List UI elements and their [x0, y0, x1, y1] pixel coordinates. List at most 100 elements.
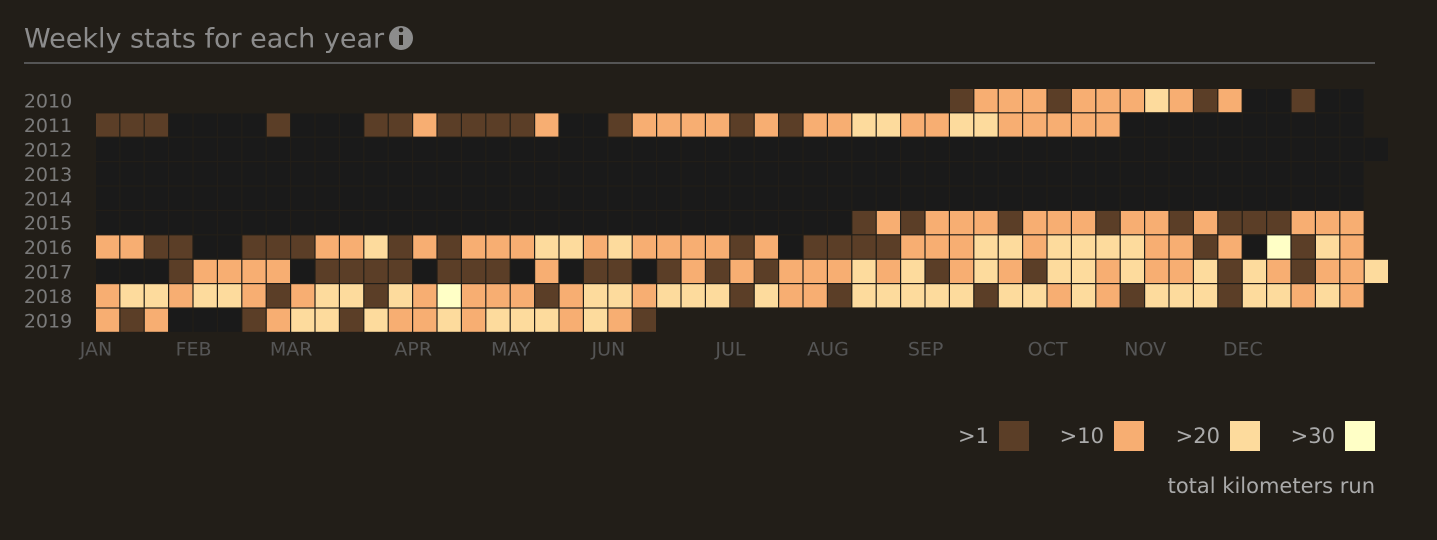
week-cell	[144, 308, 168, 332]
week-cell	[1096, 284, 1120, 308]
week-cell	[1316, 137, 1340, 161]
week-cell	[1120, 259, 1144, 283]
week-cell	[925, 113, 949, 137]
week-cell	[1096, 186, 1120, 210]
week-cell	[632, 235, 656, 259]
week-cell	[852, 162, 876, 186]
week-cell	[1145, 259, 1169, 283]
week-cell	[657, 137, 681, 161]
week-cell	[1340, 162, 1364, 186]
week-cell	[486, 211, 510, 235]
week-cell	[120, 137, 144, 161]
week-cell	[876, 137, 900, 161]
week-cell	[413, 162, 437, 186]
week-cell	[218, 284, 242, 308]
year-label: 2015	[24, 213, 72, 235]
week-cell	[876, 211, 900, 235]
month-label: APR	[394, 339, 432, 361]
week-cell	[1218, 284, 1242, 308]
week-cell	[340, 186, 364, 210]
year-label: 2012	[24, 140, 72, 162]
week-cell	[950, 137, 974, 161]
week-cell	[340, 113, 364, 137]
week-cell	[730, 113, 754, 137]
week-cell	[584, 211, 608, 235]
week-cell	[657, 211, 681, 235]
week-cell	[730, 211, 754, 235]
week-cell	[950, 284, 974, 308]
week-cell	[1096, 137, 1120, 161]
week-cell	[218, 113, 242, 137]
week-cell	[1364, 137, 1388, 161]
week-cell	[803, 186, 827, 210]
week-cell	[1023, 89, 1047, 113]
week-cell	[1364, 259, 1388, 283]
week-cell	[901, 235, 925, 259]
week-cell	[510, 137, 534, 161]
week-cell	[120, 284, 144, 308]
week-cell	[1047, 89, 1071, 113]
week-cell	[218, 235, 242, 259]
week-cell	[462, 113, 486, 137]
week-cell	[876, 284, 900, 308]
year-label: 2016	[24, 237, 72, 259]
week-cell	[950, 162, 974, 186]
week-cell	[998, 137, 1022, 161]
week-cell	[1096, 162, 1120, 186]
week-cell	[1340, 259, 1364, 283]
week-cell	[681, 162, 705, 186]
week-cell	[974, 284, 998, 308]
week-cell	[462, 137, 486, 161]
week-cell	[754, 137, 778, 161]
week-cell	[96, 137, 120, 161]
week-cell	[584, 235, 608, 259]
week-cell	[535, 162, 559, 186]
week-cell	[486, 162, 510, 186]
week-cell	[828, 186, 852, 210]
week-cell	[559, 211, 583, 235]
week-cell	[1194, 162, 1218, 186]
week-cell	[1072, 186, 1096, 210]
week-cell	[852, 284, 876, 308]
week-cell	[754, 113, 778, 137]
week-cell	[1145, 113, 1169, 137]
week-cell	[559, 113, 583, 137]
week-cell	[901, 162, 925, 186]
week-cell	[315, 308, 339, 332]
week-cell	[632, 137, 656, 161]
week-cell	[754, 186, 778, 210]
week-cell	[998, 113, 1022, 137]
week-cell	[169, 259, 193, 283]
week-cell	[193, 162, 217, 186]
week-cell	[193, 284, 217, 308]
week-cell	[632, 162, 656, 186]
week-cell	[1267, 284, 1291, 308]
week-cell	[828, 211, 852, 235]
week-cell	[1194, 211, 1218, 235]
week-cell	[998, 162, 1022, 186]
week-cell	[584, 308, 608, 332]
week-cell	[388, 113, 412, 137]
legend-swatch	[1230, 421, 1260, 451]
week-cell	[657, 284, 681, 308]
week-cell	[1218, 235, 1242, 259]
week-cell	[1120, 186, 1144, 210]
week-cell	[315, 137, 339, 161]
legend-swatch	[1345, 421, 1375, 451]
month-label: OCT	[1028, 339, 1068, 361]
week-cell	[730, 259, 754, 283]
week-cell	[779, 284, 803, 308]
week-cell	[925, 284, 949, 308]
week-cell	[1194, 89, 1218, 113]
week-cell	[1291, 162, 1315, 186]
week-cell	[998, 211, 1022, 235]
week-cell	[96, 211, 120, 235]
week-cell	[1047, 284, 1071, 308]
week-cell	[974, 137, 998, 161]
week-cell	[1145, 137, 1169, 161]
week-cell	[291, 284, 315, 308]
week-cell	[559, 284, 583, 308]
info-icon[interactable]	[389, 26, 413, 50]
week-cell	[779, 113, 803, 137]
week-cell	[706, 284, 730, 308]
